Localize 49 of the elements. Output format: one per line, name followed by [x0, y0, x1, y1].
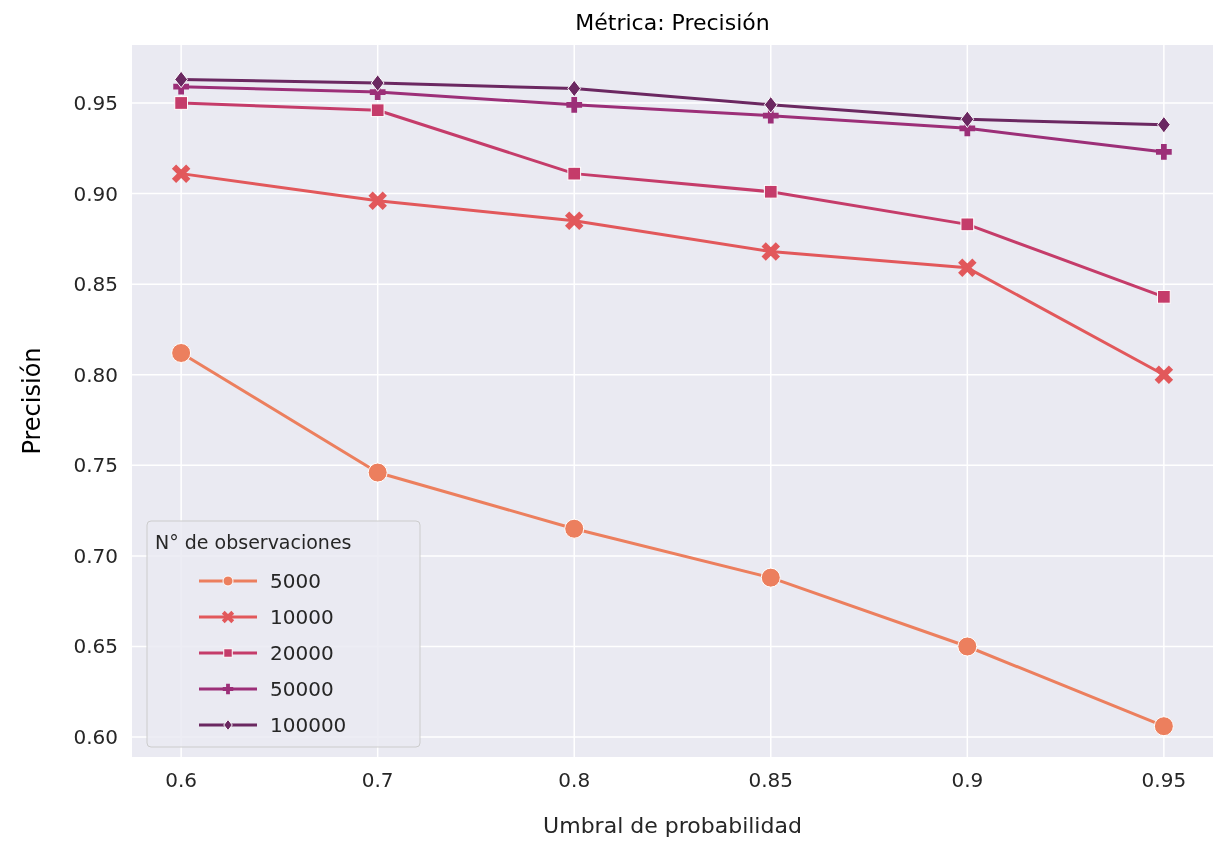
y-tick-label: 0.95: [73, 90, 118, 115]
point: [370, 103, 385, 118]
point: [763, 96, 778, 114]
point: [960, 217, 975, 232]
y-tick-label: 0.70: [73, 543, 118, 568]
legend-label: 5000: [270, 569, 321, 593]
point: [1156, 115, 1171, 134]
point: [174, 70, 189, 89]
legend-label: 10000: [270, 605, 334, 629]
point: [957, 636, 978, 657]
x-tick-label: 0.8: [558, 768, 591, 792]
point: [567, 166, 582, 181]
point: [760, 241, 781, 262]
y-tick-label: 0.90: [73, 181, 118, 206]
point: [564, 210, 585, 231]
point: [174, 96, 189, 110]
point: [171, 163, 192, 184]
chart-title: Métrica: Precisión: [575, 10, 770, 35]
y-tick-label: 0.65: [73, 634, 118, 659]
legend-label: 20000: [270, 641, 334, 665]
point: [171, 342, 192, 363]
point: [564, 518, 585, 539]
x-tick-label: 0.6: [165, 768, 198, 792]
point: [1156, 289, 1171, 304]
point: [370, 74, 385, 92]
point: [957, 257, 978, 278]
point: [567, 79, 582, 98]
y-axis-title: Precisión: [18, 347, 46, 455]
point: [367, 462, 388, 483]
x-tick-label: 0.7: [361, 768, 394, 792]
x-tick-label: 0.95: [1141, 768, 1187, 792]
point: [1153, 141, 1175, 163]
y-tick-label: 0.60: [73, 725, 118, 750]
y-tick-label: 0.80: [73, 362, 118, 387]
point: [563, 94, 585, 116]
point: [1153, 364, 1174, 385]
x-tick-label: 0.85: [748, 768, 794, 792]
point: [367, 190, 388, 211]
legend-title: N° de observaciones: [155, 531, 352, 553]
point: [763, 184, 778, 199]
point: [760, 567, 781, 588]
x-tick-label: 0.9: [951, 768, 984, 792]
y-tick-label: 0.75: [73, 453, 118, 478]
point: [960, 110, 975, 129]
legend-label: 50000: [270, 677, 334, 701]
y-tick-label: 0.85: [73, 272, 118, 297]
x-axis-title: Umbral de probabilidad: [543, 813, 802, 838]
point: [1153, 716, 1174, 737]
legend-label: 100000: [270, 713, 347, 737]
